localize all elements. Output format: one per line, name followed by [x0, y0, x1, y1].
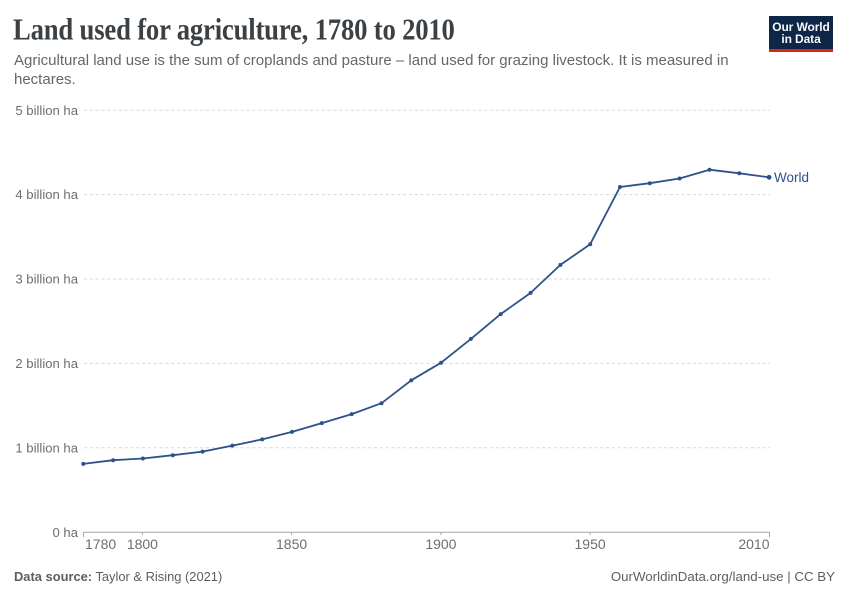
svg-text:2010: 2010: [738, 536, 769, 552]
svg-text:1 billion ha: 1 billion ha: [15, 440, 78, 455]
svg-text:4 billion ha: 4 billion ha: [15, 187, 78, 202]
svg-text:1950: 1950: [575, 536, 606, 552]
svg-text:1900: 1900: [425, 536, 456, 552]
svg-text:2 billion ha: 2 billion ha: [15, 356, 78, 371]
svg-text:5 billion ha: 5 billion ha: [15, 103, 78, 118]
svg-text:1800: 1800: [127, 536, 158, 552]
svg-text:0 ha: 0 ha: [53, 525, 79, 540]
svg-text:1850: 1850: [276, 536, 307, 552]
svg-text:World: World: [774, 170, 809, 185]
svg-text:3 billion ha: 3 billion ha: [15, 272, 78, 287]
svg-text:1780: 1780: [85, 536, 116, 552]
